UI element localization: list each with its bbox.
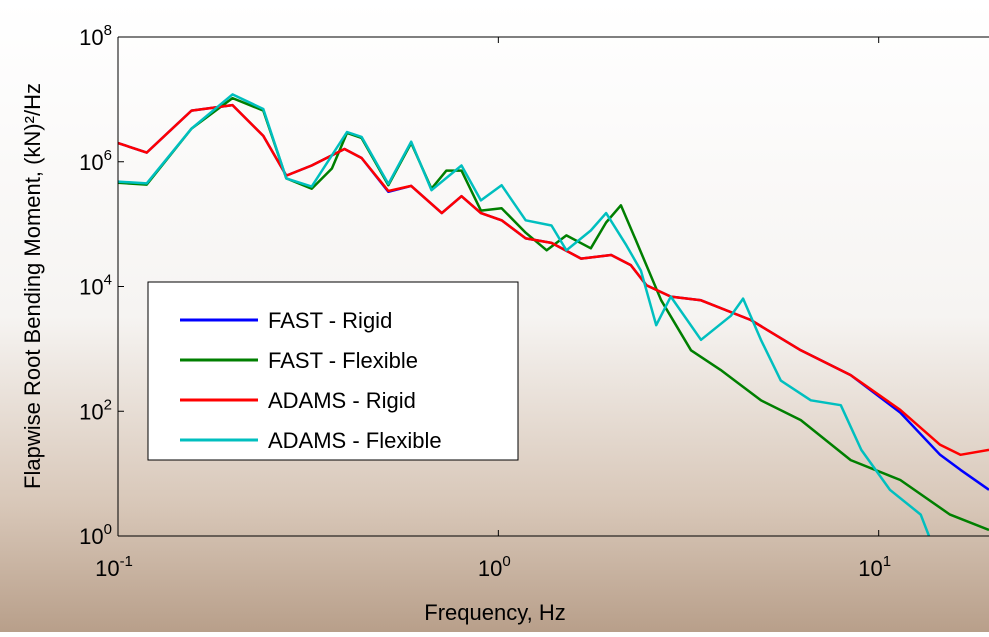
y-axis-label: Flapwise Root Bending Moment, (kN)²/Hz [20, 83, 45, 489]
tick-base: 10 [858, 556, 882, 581]
tick-label: 100 [478, 553, 511, 581]
legend-label: ADAMS - Flexible [268, 428, 442, 453]
tick-label: 102 [79, 396, 112, 424]
tick-base: 10 [79, 25, 103, 50]
tick-label: 104 [79, 272, 112, 300]
tick-base: 10 [79, 275, 103, 300]
legend-box [147, 281, 519, 461]
legend: FAST - Rigid FAST - Flexible ADAMS - Rigid… [147, 281, 519, 461]
tick-exponent: 4 [104, 272, 112, 289]
series-line [118, 93, 931, 536]
tick-label: 10-1 [95, 553, 133, 581]
tick-label: 108 [79, 22, 112, 50]
tick-base: 10 [79, 399, 103, 424]
plot-area [118, 93, 989, 536]
legend-label: FAST - Rigid [268, 308, 392, 333]
tick-exponent: 0 [104, 521, 112, 538]
tick-base: 10 [95, 556, 119, 581]
tick-label: 101 [858, 553, 891, 581]
tick-base: 10 [79, 524, 103, 549]
tick-exponent: 0 [502, 553, 510, 570]
tick-exponent: 2 [104, 396, 112, 413]
legend-label: FAST - Flexible [268, 348, 418, 373]
tick-base: 10 [478, 556, 502, 581]
tick-exponent: 8 [104, 22, 112, 39]
legend-label: ADAMS - Rigid [268, 388, 416, 413]
x-axis-label: Frequency, Hz [424, 600, 565, 625]
tick-base: 10 [79, 150, 103, 175]
tick-label: 106 [79, 147, 112, 175]
tick-exponent: 1 [883, 553, 891, 570]
tick-label: 100 [79, 521, 112, 549]
tick-exponent: -1 [120, 553, 133, 570]
tick-exponent: 6 [104, 147, 112, 164]
